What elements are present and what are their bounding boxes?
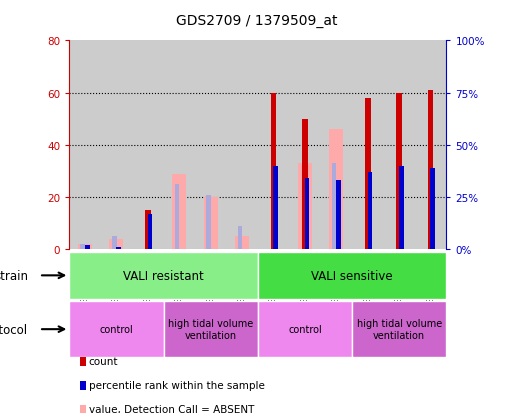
Text: GDS2709 / 1379509_at: GDS2709 / 1379509_at bbox=[176, 14, 337, 28]
Bar bbox=[172, 174, 186, 250]
Bar bbox=[399, 166, 404, 250]
Bar bbox=[428, 91, 433, 250]
Bar bbox=[116, 248, 121, 250]
Bar bbox=[226, 41, 258, 250]
Text: value, Detection Call = ABSENT: value, Detection Call = ABSENT bbox=[89, 404, 254, 413]
Bar bbox=[145, 211, 151, 250]
Bar bbox=[271, 93, 277, 250]
Bar bbox=[352, 41, 383, 250]
Bar bbox=[204, 198, 218, 250]
Bar bbox=[302, 119, 308, 250]
Text: control: control bbox=[288, 324, 322, 335]
Bar bbox=[69, 252, 258, 299]
Bar bbox=[415, 41, 446, 250]
Bar bbox=[352, 301, 446, 357]
Bar bbox=[78, 244, 92, 250]
Bar bbox=[383, 41, 415, 250]
Bar bbox=[235, 237, 249, 250]
Bar bbox=[258, 252, 446, 299]
Bar bbox=[368, 173, 372, 250]
Bar bbox=[329, 130, 343, 250]
Text: VALI sensitive: VALI sensitive bbox=[311, 269, 393, 282]
Text: count: count bbox=[89, 356, 118, 366]
Bar bbox=[195, 41, 226, 250]
Bar bbox=[332, 164, 337, 250]
Bar bbox=[336, 181, 341, 250]
Bar bbox=[101, 41, 132, 250]
Bar bbox=[174, 185, 180, 250]
Bar bbox=[289, 41, 321, 250]
Bar bbox=[206, 195, 211, 250]
Text: protocol: protocol bbox=[0, 323, 28, 336]
Text: percentile rank within the sample: percentile rank within the sample bbox=[89, 380, 264, 390]
Bar bbox=[81, 244, 85, 250]
Bar bbox=[132, 41, 164, 250]
Bar bbox=[69, 301, 164, 357]
Text: high tidal volume
ventilation: high tidal volume ventilation bbox=[168, 318, 253, 340]
Bar bbox=[273, 166, 278, 250]
Bar bbox=[258, 301, 352, 357]
Bar bbox=[238, 226, 242, 250]
Bar bbox=[365, 99, 370, 250]
Text: strain: strain bbox=[0, 269, 28, 282]
Bar bbox=[321, 41, 352, 250]
Bar bbox=[69, 41, 101, 250]
Bar bbox=[305, 179, 309, 250]
Bar bbox=[109, 240, 124, 250]
Bar bbox=[148, 214, 152, 250]
Bar bbox=[112, 237, 116, 250]
Bar bbox=[430, 169, 435, 250]
Bar bbox=[298, 164, 312, 250]
Bar bbox=[164, 301, 258, 357]
Bar bbox=[164, 41, 195, 250]
Text: VALI resistant: VALI resistant bbox=[123, 269, 204, 282]
Text: control: control bbox=[100, 324, 133, 335]
Bar bbox=[85, 246, 90, 250]
Bar bbox=[397, 93, 402, 250]
Text: high tidal volume
ventilation: high tidal volume ventilation bbox=[357, 318, 442, 340]
Bar bbox=[258, 41, 289, 250]
